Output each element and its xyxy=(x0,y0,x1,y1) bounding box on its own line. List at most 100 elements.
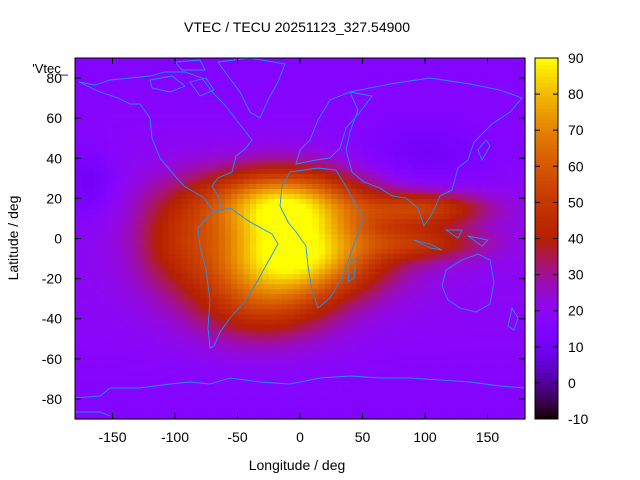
heat-cell xyxy=(212,203,220,210)
heat-cell xyxy=(193,63,201,69)
heat-cell xyxy=(293,188,301,194)
heat-cell xyxy=(112,88,120,94)
heat-cell xyxy=(431,73,439,79)
heat-cell xyxy=(168,93,176,99)
heat-cell xyxy=(337,243,345,250)
heat-cell xyxy=(462,298,470,305)
heat-cell xyxy=(281,113,289,119)
heat-cell xyxy=(387,218,395,225)
heat-cell xyxy=(106,223,114,230)
heat-cell xyxy=(487,373,495,380)
heat-cell xyxy=(75,248,82,255)
heat-cell xyxy=(143,378,151,385)
heat-cell xyxy=(393,408,401,415)
heat-cell xyxy=(87,323,95,330)
heat-cell xyxy=(312,138,320,144)
heat-cell xyxy=(468,138,476,144)
heat-cell xyxy=(100,138,107,144)
heat-cell xyxy=(137,168,145,174)
heat-cell xyxy=(275,168,282,174)
heat-cell xyxy=(150,158,157,164)
heat-cell xyxy=(106,213,114,220)
heat-cell xyxy=(375,368,382,375)
heat-cell xyxy=(168,363,176,370)
heat-cell xyxy=(375,103,382,109)
heat-cell xyxy=(475,243,482,250)
heat-cell xyxy=(237,328,245,335)
heat-cell xyxy=(156,183,164,189)
heat-cell xyxy=(168,338,176,345)
heat-cell xyxy=(462,273,470,280)
heat-cell xyxy=(250,63,257,69)
heat-cell xyxy=(437,358,445,365)
heat-cell xyxy=(250,223,257,230)
heat-cell xyxy=(162,218,170,225)
heat-cell xyxy=(143,333,151,340)
heat-cell xyxy=(312,318,320,325)
heat-cell xyxy=(306,308,314,315)
heat-cell xyxy=(393,343,401,350)
heat-cell xyxy=(312,268,320,275)
heat-cell xyxy=(343,118,351,124)
heat-cell xyxy=(500,128,507,134)
heat-cell xyxy=(431,363,439,370)
heat-cell xyxy=(412,103,420,109)
heat-cell xyxy=(456,218,464,225)
heat-cell xyxy=(437,183,445,189)
heat-cell xyxy=(250,378,257,385)
heat-cell xyxy=(475,343,482,350)
heat-cell xyxy=(300,58,307,64)
heat-cell xyxy=(368,278,376,285)
heat-cell xyxy=(300,278,307,285)
heat-cell xyxy=(212,328,220,335)
heat-cell xyxy=(287,353,295,360)
heat-cell xyxy=(331,83,339,89)
heat-cell xyxy=(287,173,295,179)
heat-cell xyxy=(181,308,189,315)
heat-cell xyxy=(362,308,370,315)
heat-cell xyxy=(243,383,251,390)
heat-cell xyxy=(343,63,351,69)
heat-cell xyxy=(212,348,220,355)
heat-cell xyxy=(337,123,345,129)
heat-cell xyxy=(225,158,232,164)
heat-cell xyxy=(125,268,132,275)
heat-cell xyxy=(156,218,164,225)
heat-cell xyxy=(368,413,376,420)
heat-cell xyxy=(468,88,476,94)
heat-cell xyxy=(175,323,182,330)
heat-cell xyxy=(437,363,445,370)
heat-cell xyxy=(418,128,426,134)
heat-cell xyxy=(437,73,445,79)
heat-cell xyxy=(306,258,314,265)
heat-cell xyxy=(431,318,439,325)
heat-cell xyxy=(425,348,432,355)
heat-cell xyxy=(500,143,507,149)
heat-cell xyxy=(131,178,139,184)
heat-cell xyxy=(187,68,195,74)
heat-cell xyxy=(218,88,226,94)
heat-cell xyxy=(337,183,345,189)
heat-cell xyxy=(87,298,95,305)
heat-cell xyxy=(81,263,89,270)
heat-cell xyxy=(237,173,245,179)
heat-cell xyxy=(112,258,120,265)
heat-cell xyxy=(262,313,270,320)
heat-cell xyxy=(362,178,370,184)
heat-cell xyxy=(268,333,276,340)
heat-cell xyxy=(500,373,507,380)
heat-cell xyxy=(493,93,501,99)
heat-cell xyxy=(431,133,439,139)
heat-cell xyxy=(443,363,451,370)
heat-cell xyxy=(393,333,401,340)
heat-cell xyxy=(462,163,470,169)
heat-cell xyxy=(193,393,201,400)
heat-cell xyxy=(381,408,389,415)
heat-cell xyxy=(87,143,95,149)
heat-cell xyxy=(287,118,295,124)
heat-cell xyxy=(256,388,264,395)
heat-cell xyxy=(137,128,145,134)
heat-cell xyxy=(381,108,389,114)
heat-cell xyxy=(81,393,89,400)
heat-cell xyxy=(212,138,220,144)
